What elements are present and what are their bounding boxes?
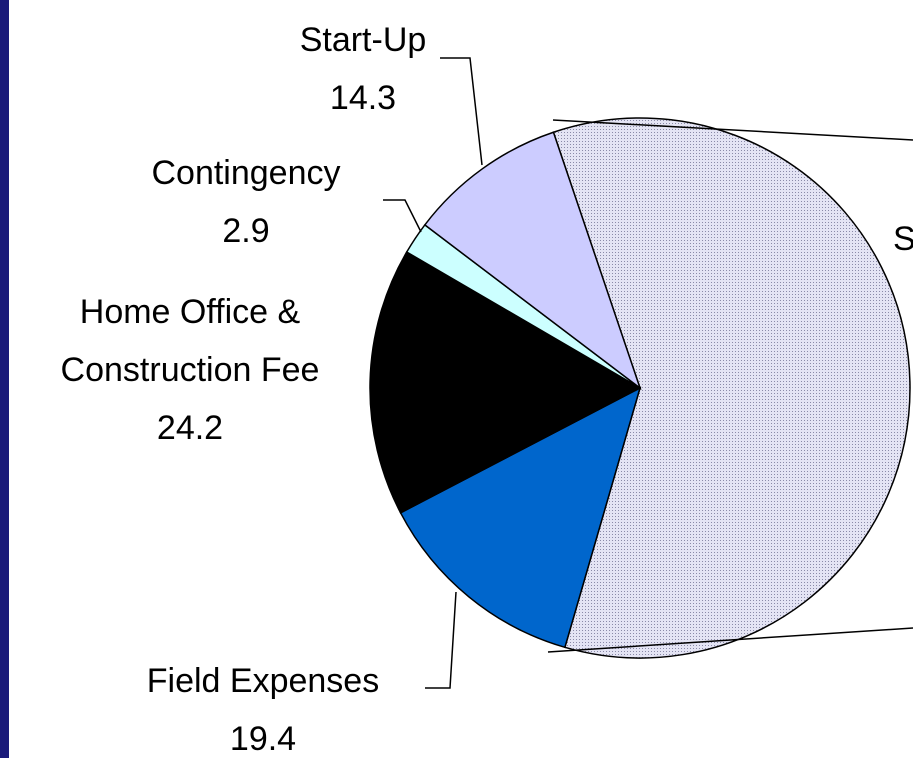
slice-label: Home Office & Construction Fee 24.2	[10, 283, 370, 457]
leader-line	[552, 119, 913, 141]
slice-value: 24.2	[156, 409, 224, 447]
slice-name: Start-Up	[299, 21, 427, 59]
leader-lines	[383, 57, 913, 689]
slice-value: 19.4	[229, 720, 297, 758]
slice-label: Contingency 2.9	[66, 144, 426, 260]
leader-line	[425, 591, 457, 689]
pie-slice	[369, 251, 642, 514]
slice-name: Home Office & Construction Fee	[60, 293, 320, 389]
leader-line	[383, 199, 422, 233]
slice-name: S	[893, 220, 913, 258]
slice-label: Start-Up 14.3	[183, 11, 543, 127]
slice-name: Field Expenses	[146, 662, 380, 700]
slice-label: Field Expenses 19.4	[83, 652, 443, 758]
slice-label: S	[893, 210, 913, 268]
pie-slice	[399, 386, 642, 649]
pie	[369, 117, 911, 659]
slice-value: 2.9	[222, 212, 270, 250]
pie-slice	[552, 117, 911, 659]
left-border	[0, 0, 9, 758]
pie-slice	[423, 131, 642, 391]
leader-line	[547, 627, 913, 653]
slice-name: Contingency	[151, 154, 341, 192]
leader-line	[440, 57, 483, 166]
slice-value: 14.3	[329, 79, 397, 117]
